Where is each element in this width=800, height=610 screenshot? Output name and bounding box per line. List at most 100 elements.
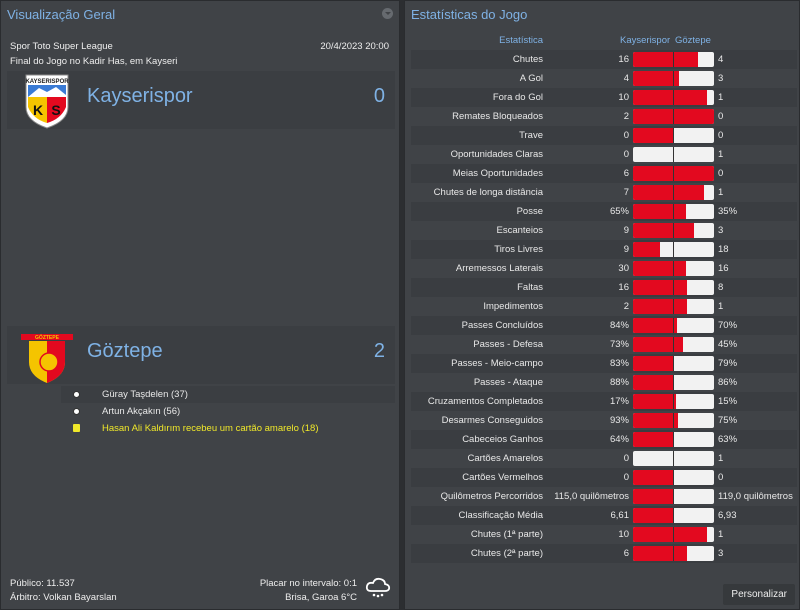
stat-label: Arremessos Laterais (455, 263, 543, 274)
stat-home-value: 30 (618, 263, 629, 274)
home-bar-fill (633, 413, 678, 428)
stat-away-value: 75% (718, 415, 738, 426)
stat-row: Impedimentos 2 1 (411, 297, 797, 316)
panel-title: Visualização Geral (7, 7, 116, 22)
home-bar-fill (633, 223, 694, 238)
bar-midline (673, 90, 674, 105)
home-bar-fill (633, 527, 707, 542)
stat-label: Posse (516, 206, 543, 217)
stat-away-value: 0 (718, 472, 724, 483)
bar-midline (673, 185, 674, 200)
stat-row: Arremessos Laterais 30 16 (411, 259, 797, 278)
referee: Árbitro: Volkan Bayarslan (10, 592, 117, 603)
stat-label: Tiros Livres (494, 244, 543, 255)
stat-home-value: 0 (623, 453, 629, 464)
match-stats-panel: Estatísticas do Jogo Estatística Kayseri… (404, 0, 800, 610)
bar-midline (673, 318, 674, 333)
stat-comparison-bar (633, 166, 714, 181)
stat-away-value: 1 (718, 149, 724, 160)
stat-home-value: 115,0 quilômetros (554, 491, 629, 502)
home-bar-fill (633, 356, 675, 371)
stat-home-value: 10 (618, 92, 629, 103)
bar-midline (673, 394, 674, 409)
stat-home-value: 16 (618, 282, 629, 293)
football-icon (73, 408, 80, 415)
home-bar-fill (633, 185, 704, 200)
stat-away-value: 1 (718, 529, 724, 540)
stat-away-value: 0 (718, 168, 724, 179)
stat-row: Meias Oportunidades 6 0 (411, 164, 797, 183)
bar-midline (673, 280, 674, 295)
svg-text:S: S (51, 102, 60, 118)
stat-comparison-bar (633, 299, 714, 314)
stat-row: Passes - Defesa 73% 45% (411, 335, 797, 354)
stat-label: Chutes (2ª parte) (470, 548, 543, 559)
home-team-name[interactable]: Kayserispor (87, 85, 193, 107)
match-overview-panel: Visualização Geral Spor Toto Super Leagu… (0, 0, 400, 610)
svg-text:GÖZTEPE: GÖZTEPE (35, 334, 60, 341)
stat-label: Meias Oportunidades (452, 168, 543, 179)
home-bar-fill (633, 546, 688, 561)
stat-comparison-bar (633, 52, 714, 67)
column-header-stat: Estatística (499, 35, 543, 46)
home-bar-fill (633, 128, 674, 143)
stat-label: Passes Concluídos (461, 320, 543, 331)
event-goal: Artun Akçakın (56) (61, 403, 395, 420)
stat-comparison-bar (633, 413, 714, 428)
home-bar-fill (633, 299, 688, 314)
stat-row: Trave 0 0 (411, 126, 797, 145)
stat-away-value: 79% (718, 358, 738, 369)
stat-row: Remates Bloqueados 2 0 (411, 107, 797, 126)
stat-comparison-bar (633, 508, 714, 523)
customize-button[interactable]: Personalizar (723, 584, 795, 605)
home-team-row: KAYSERISPOR K S Kayserispor 0 (7, 71, 395, 129)
stat-row: Chutes (2ª parte) 6 3 (411, 544, 797, 563)
stat-away-value: 1 (718, 187, 724, 198)
bar-midline (673, 204, 674, 219)
bar-midline (673, 242, 674, 257)
stat-comparison-bar (633, 375, 714, 390)
stat-label: Fora do Gol (492, 92, 543, 103)
bar-midline (673, 375, 674, 390)
stat-away-value: 16 (718, 263, 729, 274)
stat-away-value: 35% (718, 206, 738, 217)
stat-comparison-bar (633, 242, 714, 257)
stat-home-value: 10 (618, 529, 629, 540)
stat-row: Passes - Ataque 88% 86% (411, 373, 797, 392)
bar-midline (673, 52, 674, 67)
stat-comparison-bar (633, 90, 714, 105)
stat-comparison-bar (633, 223, 714, 238)
away-score: 2 (373, 340, 385, 362)
stat-label: Chutes de longa distância (433, 187, 543, 198)
stat-home-value: 17% (609, 396, 629, 407)
stat-away-value: 3 (718, 73, 724, 84)
match-datetime: 20/4/2023 20:00 (320, 41, 389, 52)
svg-text:KAYSERISPOR: KAYSERISPOR (25, 79, 69, 85)
stat-away-value: 1 (718, 92, 724, 103)
stat-comparison-bar (633, 451, 714, 466)
column-header-away: Göztepe (675, 35, 711, 46)
away-team-name[interactable]: Göztepe (87, 340, 163, 362)
stat-home-value: 83% (609, 358, 629, 369)
stat-row: Quilômetros Percorridos 115,0 quilômetro… (411, 487, 797, 506)
stat-row: Passes Concluídos 84% 70% (411, 316, 797, 335)
competition: Spor Toto Super League (10, 41, 113, 52)
home-bar-fill (633, 318, 678, 333)
stat-label: Impedimentos (483, 301, 543, 312)
stat-comparison-bar (633, 356, 714, 371)
stat-away-value: 8 (718, 282, 724, 293)
stat-home-value: 6 (623, 168, 629, 179)
stat-home-value: 9 (623, 225, 629, 236)
stat-label: Escanteios (496, 225, 543, 236)
panel-menu-button[interactable] (382, 8, 393, 19)
stat-row: A Gol 4 3 (411, 69, 797, 88)
stat-label: Cruzamentos Completados (427, 396, 543, 407)
home-bar-fill (633, 90, 707, 105)
home-bar-fill (633, 204, 686, 219)
stat-home-value: 9 (623, 244, 629, 255)
yellow-card-icon (73, 424, 80, 432)
stat-comparison-bar (633, 71, 714, 86)
stat-label: Remates Bloqueados (452, 111, 543, 122)
stat-away-value: 63% (718, 434, 738, 445)
svg-text:K: K (33, 102, 43, 118)
